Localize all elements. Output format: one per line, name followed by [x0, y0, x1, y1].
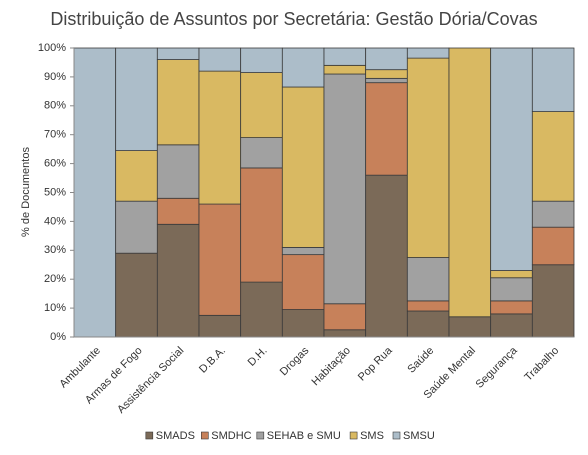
bar-segment — [365, 82, 408, 176]
bar-segment — [448, 316, 492, 338]
x-tick-label: Saúde — [405, 345, 436, 376]
bar-segment — [198, 203, 242, 316]
bar-segment — [73, 47, 117, 338]
bar-segment — [156, 197, 200, 225]
bar-segment — [240, 137, 283, 169]
bar-segment — [365, 77, 408, 84]
bar-segment — [115, 47, 158, 151]
bar-segment — [406, 47, 450, 59]
bar-segment — [531, 47, 575, 112]
bar-segment — [323, 64, 367, 75]
legend-swatch — [145, 431, 154, 440]
bar-segment — [115, 252, 158, 338]
bar-segment — [281, 86, 325, 248]
bar-segment — [490, 300, 533, 315]
legend-swatch — [201, 431, 209, 440]
bar-segment — [323, 73, 367, 305]
bar-segment — [406, 57, 450, 258]
bar-segment — [281, 47, 325, 88]
chart-title: Distribuição de Assuntos por Secretária:… — [50, 9, 537, 29]
bar-segment — [406, 300, 450, 312]
x-tick-label: Drogas — [278, 344, 312, 378]
legend-label: SEHAB e SMU — [267, 430, 341, 442]
bar-segment — [281, 309, 325, 338]
bar-segment — [365, 47, 408, 71]
legend-label: SMADS — [156, 430, 195, 442]
x-tick-label: D.B.A. — [197, 345, 228, 376]
bar-segment — [240, 281, 283, 338]
y-tick-label: 80% — [44, 100, 66, 112]
bar-segment — [531, 200, 575, 228]
bar-segment — [490, 47, 533, 271]
x-tick-label: Trabalho — [522, 345, 561, 384]
y-tick-label: 70% — [44, 129, 66, 141]
bar-segment — [448, 47, 492, 318]
bar-segment — [531, 111, 575, 202]
bar-segment — [490, 277, 533, 302]
legend-label: SMSU — [403, 430, 435, 442]
y-tick-label: 20% — [44, 273, 66, 285]
bar-segment — [281, 247, 325, 256]
y-tick-label: 0% — [50, 331, 66, 343]
y-tick-label: 30% — [44, 244, 66, 256]
bar-segment — [156, 223, 200, 338]
y-tick-label: 100% — [38, 42, 66, 54]
y-tick-label: 10% — [44, 302, 66, 314]
bar-segment — [365, 69, 408, 79]
y-tick-label: 40% — [44, 215, 66, 227]
bar-segment — [115, 200, 158, 254]
legend-swatch — [349, 431, 358, 440]
bar-segment — [198, 70, 242, 205]
legend-swatch — [392, 431, 401, 440]
legend-swatch — [256, 431, 265, 440]
x-tick-label: Habitação — [309, 345, 353, 389]
legend-label: SMDHC — [211, 430, 251, 442]
bar-segment — [240, 72, 283, 138]
x-tick-label: Pop Rua — [356, 344, 395, 383]
bar-segment — [406, 257, 450, 302]
bar-segment — [323, 303, 367, 331]
bar-segment — [531, 264, 575, 338]
bar-segment — [240, 47, 283, 73]
bar-segment — [281, 254, 325, 310]
bar-segment — [198, 47, 242, 72]
bar-segment — [156, 47, 200, 60]
bar-segment — [240, 167, 283, 283]
legend-label: SMS — [360, 430, 384, 442]
x-tick-label: Segurança — [474, 344, 521, 391]
bar-segment — [406, 310, 450, 338]
bar-segment — [115, 150, 158, 202]
bar-segment — [531, 226, 575, 266]
bar-segment — [365, 174, 408, 338]
bar-segment — [198, 314, 242, 338]
bar-segment — [490, 270, 533, 279]
y-tick-label: 90% — [44, 71, 66, 83]
y-tick-label: 60% — [44, 158, 66, 170]
bar-segment — [490, 313, 533, 338]
y-tick-label: 50% — [44, 186, 66, 198]
bar-segment — [323, 47, 367, 66]
bar-segment — [323, 329, 367, 338]
bar-segment — [156, 59, 200, 146]
x-tick-label: D.H. — [246, 345, 270, 369]
bar-segment — [156, 144, 200, 199]
y-axis-label: % de Documentos — [20, 147, 32, 237]
